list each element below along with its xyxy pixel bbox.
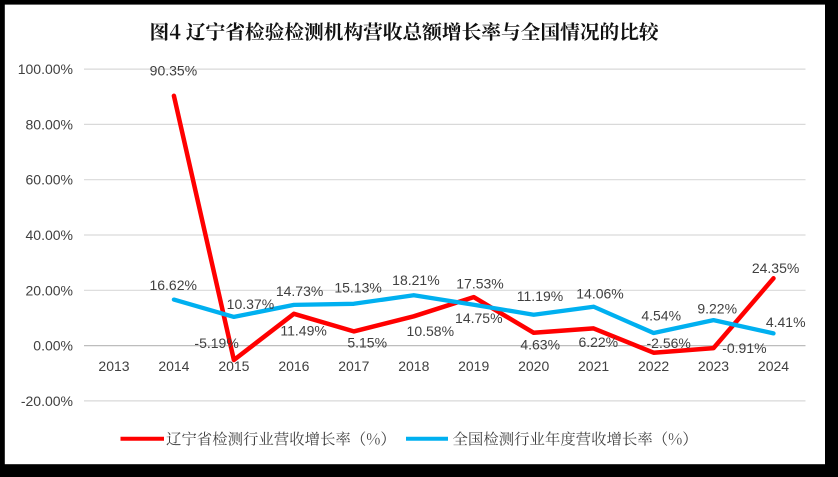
svg-text:16.62%: 16.62% bbox=[149, 277, 196, 293]
svg-text:5.15%: 5.15% bbox=[347, 335, 387, 351]
svg-text:10.37%: 10.37% bbox=[227, 296, 274, 312]
svg-text:11.19%: 11.19% bbox=[517, 288, 563, 304]
svg-text:2017: 2017 bbox=[338, 358, 369, 374]
svg-text:100.00%: 100.00% bbox=[18, 61, 73, 77]
svg-text:4.41%: 4.41% bbox=[766, 314, 806, 330]
svg-text:9.22%: 9.22% bbox=[697, 301, 737, 317]
svg-text:4.63%: 4.63% bbox=[520, 337, 560, 353]
svg-text:4.54%: 4.54% bbox=[641, 308, 681, 324]
svg-text:6.22%: 6.22% bbox=[578, 334, 618, 350]
svg-text:2019: 2019 bbox=[458, 358, 489, 374]
svg-text:2022: 2022 bbox=[638, 358, 669, 374]
svg-text:15.13%: 15.13% bbox=[334, 279, 381, 295]
svg-text:10.58%: 10.58% bbox=[407, 323, 454, 339]
svg-text:80.00%: 80.00% bbox=[26, 116, 73, 132]
svg-text:2024: 2024 bbox=[758, 358, 789, 374]
svg-text:2013: 2013 bbox=[98, 358, 129, 374]
svg-text:2014: 2014 bbox=[158, 358, 189, 374]
svg-text:2018: 2018 bbox=[398, 358, 429, 374]
svg-text:2020: 2020 bbox=[518, 358, 549, 374]
svg-text:11.49%: 11.49% bbox=[280, 323, 326, 339]
svg-text:18.21%: 18.21% bbox=[392, 272, 439, 288]
svg-text:40.00%: 40.00% bbox=[26, 227, 73, 243]
svg-text:20.00%: 20.00% bbox=[26, 282, 73, 298]
svg-text:0.00%: 0.00% bbox=[33, 338, 73, 354]
svg-text:14.06%: 14.06% bbox=[576, 286, 623, 302]
svg-text:-20.00%: -20.00% bbox=[21, 393, 73, 409]
svg-text:-0.91%: -0.91% bbox=[722, 340, 766, 356]
svg-text:24.35%: 24.35% bbox=[752, 260, 799, 276]
svg-text:17.53%: 17.53% bbox=[456, 276, 503, 292]
svg-text:14.75%: 14.75% bbox=[455, 310, 502, 326]
svg-text:60.00%: 60.00% bbox=[26, 172, 73, 188]
svg-text:14.73%: 14.73% bbox=[276, 283, 323, 299]
svg-text:2021: 2021 bbox=[578, 358, 609, 374]
svg-text:-5.19%: -5.19% bbox=[194, 335, 238, 351]
svg-text:2023: 2023 bbox=[698, 358, 729, 374]
svg-text:-2.56%: -2.56% bbox=[647, 335, 691, 351]
svg-text:90.35%: 90.35% bbox=[150, 62, 197, 78]
svg-text:2015: 2015 bbox=[218, 358, 249, 374]
svg-text:2016: 2016 bbox=[278, 358, 309, 374]
